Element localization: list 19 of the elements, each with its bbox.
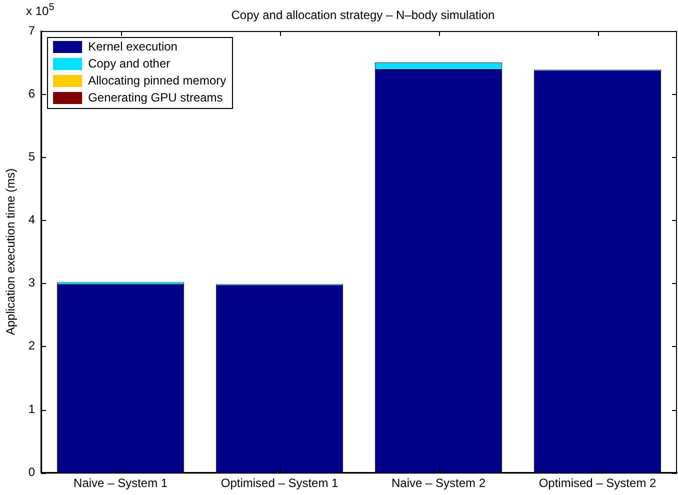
legend-label: Kernel execution: [88, 39, 178, 54]
x-tick-label: Naive – System 2: [392, 476, 486, 490]
text: x 10$^{5}$: [26, 2, 54, 18]
legend-label: Copy and other: [88, 56, 170, 70]
y-tick-label: 2: [28, 338, 36, 353]
y-tick-label: 4: [28, 212, 36, 227]
legend-label: Allocating pinned memory: [88, 73, 226, 88]
chart-title: Copy and allocation strategy – N–body simulation: [231, 8, 495, 22]
y-tick-label: 1: [28, 402, 36, 416]
legend-label: Generating GPU streams: [88, 90, 223, 104]
y-tick-label: 7: [28, 23, 36, 38]
x-tick-label: Optimised – System 2: [538, 476, 657, 490]
y-tick-label: 6: [28, 86, 36, 100]
x-tick-label: Optimised – System 1: [220, 476, 339, 490]
x-tick-label: Naive – System 1: [74, 476, 168, 490]
y-tick-label: 3: [28, 276, 36, 290]
y-tick-label: 0: [28, 464, 36, 479]
y-axis-title: Application execution time (ms): [4, 168, 18, 336]
y-tick-label: 5: [28, 149, 36, 164]
